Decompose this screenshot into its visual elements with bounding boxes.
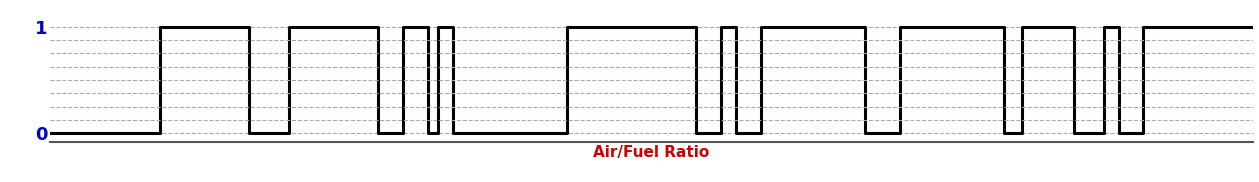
X-axis label: Air/Fuel Ratio: Air/Fuel Ratio — [593, 145, 710, 160]
